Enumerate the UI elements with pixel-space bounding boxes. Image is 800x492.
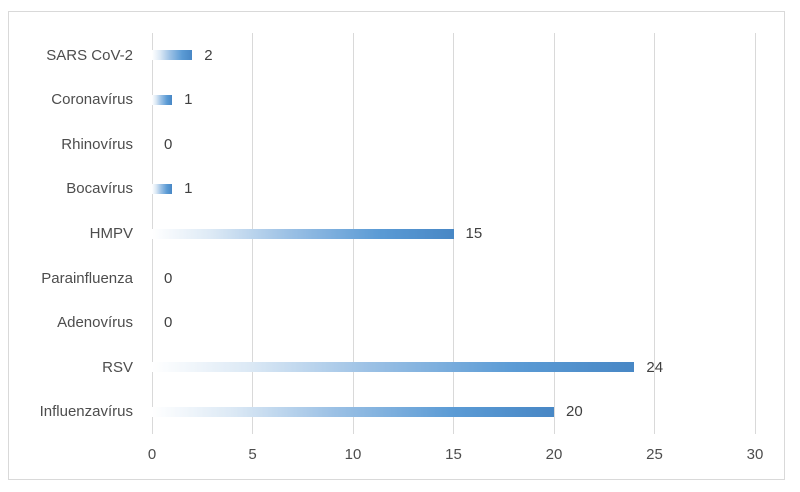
gridline xyxy=(754,33,756,434)
bar xyxy=(152,406,554,417)
x-tick-label: 0 xyxy=(147,446,157,463)
category-label: Rhinovírus xyxy=(61,135,133,153)
x-tick-label: 10 xyxy=(344,446,362,463)
data-label: 0 xyxy=(164,269,173,287)
gridline xyxy=(453,33,454,434)
category-label: Parainfluenza xyxy=(41,269,133,287)
plot-area xyxy=(151,33,756,434)
category-label: Adenovírus xyxy=(57,314,133,332)
bar xyxy=(152,94,173,105)
gridline xyxy=(654,33,655,434)
x-tick-label: 5 xyxy=(248,446,257,463)
data-label: 1 xyxy=(184,180,193,198)
data-label: 24 xyxy=(646,358,664,376)
category-label: Bocavírus xyxy=(66,180,133,198)
category-label: SARS CoV-2 xyxy=(46,46,133,64)
x-tick-label: 25 xyxy=(646,446,663,463)
category-label: RSV xyxy=(102,358,133,376)
data-label: 0 xyxy=(164,135,173,153)
data-label: 15 xyxy=(465,224,483,242)
category-label: HMPV xyxy=(89,224,133,242)
data-label: 2 xyxy=(204,46,213,64)
bar xyxy=(152,50,193,61)
x-tick-label: 20 xyxy=(545,446,563,463)
bar xyxy=(152,362,635,373)
category-label: Coronavírus xyxy=(51,91,133,109)
x-tick-label: 30 xyxy=(746,446,764,463)
data-label: 1 xyxy=(184,91,193,109)
gridline xyxy=(553,33,555,434)
data-label: 0 xyxy=(164,314,173,332)
x-tick-label: 15 xyxy=(445,446,462,463)
category-label: Influenzavírus xyxy=(39,403,133,421)
bar xyxy=(152,183,173,194)
bar xyxy=(152,228,454,239)
data-label: 20 xyxy=(566,403,583,421)
chart-area-border xyxy=(8,11,785,480)
